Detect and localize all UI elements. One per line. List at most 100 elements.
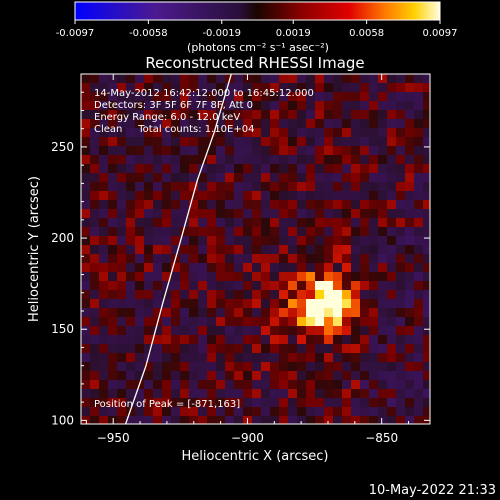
heatmap-cell	[153, 299, 162, 308]
heatmap-cell	[369, 344, 378, 353]
heatmap-cell	[189, 227, 198, 236]
heatmap-cell	[171, 209, 180, 218]
heatmap-cell	[423, 299, 430, 308]
heatmap-cell	[126, 119, 135, 128]
heatmap-cell	[225, 344, 234, 353]
heatmap-cell	[306, 110, 315, 119]
heatmap-cell	[279, 317, 288, 326]
heatmap-cell	[180, 245, 189, 254]
heatmap-cell	[270, 227, 279, 236]
heatmap-cell	[369, 173, 378, 182]
heatmap-cell	[135, 371, 144, 380]
heatmap-cell	[324, 245, 333, 254]
heatmap-cell	[135, 254, 144, 263]
heatmap-cell	[351, 254, 360, 263]
heatmap-cell	[261, 209, 270, 218]
heatmap-cell	[207, 146, 216, 155]
heatmap-cell	[90, 398, 99, 407]
heatmap-cell	[360, 218, 369, 227]
heatmap-cell	[261, 128, 270, 137]
heatmap-cell	[162, 119, 171, 128]
heatmap-cell	[162, 308, 171, 317]
heatmap-cell	[117, 272, 126, 281]
heatmap-cell	[108, 398, 117, 407]
heatmap-cell	[288, 416, 297, 424]
heatmap-cell	[414, 272, 423, 281]
heatmap-cell	[198, 164, 207, 173]
heatmap-cell	[252, 281, 261, 290]
heatmap-cell	[360, 353, 369, 362]
heatmap-cell	[153, 200, 162, 209]
heatmap-cell	[297, 344, 306, 353]
heatmap-cell	[252, 380, 261, 389]
heatmap-cell	[225, 83, 234, 92]
heatmap-cell	[315, 299, 324, 308]
heatmap-cell	[279, 290, 288, 299]
heatmap-cell	[225, 218, 234, 227]
heatmap-cell	[270, 362, 279, 371]
heatmap-cell	[414, 380, 423, 389]
heatmap-cell	[315, 416, 324, 424]
heatmap-cell	[333, 290, 342, 299]
heatmap-cell	[315, 326, 324, 335]
heatmap-cell	[351, 299, 360, 308]
heatmap-cell	[360, 110, 369, 119]
heatmap-cell	[198, 416, 207, 424]
heatmap-cell	[171, 74, 180, 83]
heatmap-cell	[216, 92, 225, 101]
heatmap-cell	[216, 191, 225, 200]
heatmap-cell	[396, 218, 405, 227]
heatmap-cell	[198, 173, 207, 182]
heatmap-cell	[369, 326, 378, 335]
heatmap-cell	[171, 101, 180, 110]
heatmap-cell	[99, 317, 108, 326]
heatmap-cell	[144, 416, 153, 424]
heatmap-cell	[117, 83, 126, 92]
heatmap-cell	[333, 83, 342, 92]
heatmap-cell	[99, 254, 108, 263]
heatmap-cell	[108, 110, 117, 119]
heatmap-cell	[324, 218, 333, 227]
heatmap-cell	[252, 353, 261, 362]
heatmap-cell	[387, 353, 396, 362]
heatmap-cell	[333, 308, 342, 317]
heatmap-cell	[324, 335, 333, 344]
heatmap-cell	[297, 389, 306, 398]
heatmap-cell	[261, 263, 270, 272]
heatmap-cell	[414, 308, 423, 317]
heatmap-cell	[81, 290, 90, 299]
heatmap-cell	[369, 398, 378, 407]
heatmap-cell	[369, 110, 378, 119]
heatmap-cell	[369, 272, 378, 281]
heatmap-cell	[117, 173, 126, 182]
heatmap-cell	[135, 263, 144, 272]
heatmap-cell	[270, 344, 279, 353]
heatmap-cell	[162, 227, 171, 236]
heatmap-cell	[144, 272, 153, 281]
heatmap-cell	[153, 128, 162, 137]
heatmap-cell	[342, 164, 351, 173]
heatmap-cell	[81, 236, 90, 245]
heatmap-cell	[189, 362, 198, 371]
heatmap-cell	[414, 236, 423, 245]
heatmap-cell	[198, 380, 207, 389]
heatmap-cell	[90, 335, 99, 344]
heatmap-cell	[297, 362, 306, 371]
heatmap-cell	[171, 92, 180, 101]
heatmap-cell	[252, 389, 261, 398]
heatmap-cell	[135, 362, 144, 371]
heatmap-cell	[198, 398, 207, 407]
heatmap-cell	[324, 299, 333, 308]
heatmap-cell	[342, 119, 351, 128]
footer-timestamp: 10-May-2022 21:33	[368, 483, 496, 498]
heatmap-cell	[198, 245, 207, 254]
heatmap-cell	[207, 155, 216, 164]
heatmap-cell	[306, 416, 315, 424]
heatmap-cell	[144, 335, 153, 344]
heatmap-cell	[189, 164, 198, 173]
heatmap-cell	[288, 380, 297, 389]
heatmap-cell	[342, 182, 351, 191]
heatmap-cell	[270, 128, 279, 137]
heatmap-cell	[270, 101, 279, 110]
heatmap-cell	[378, 92, 387, 101]
